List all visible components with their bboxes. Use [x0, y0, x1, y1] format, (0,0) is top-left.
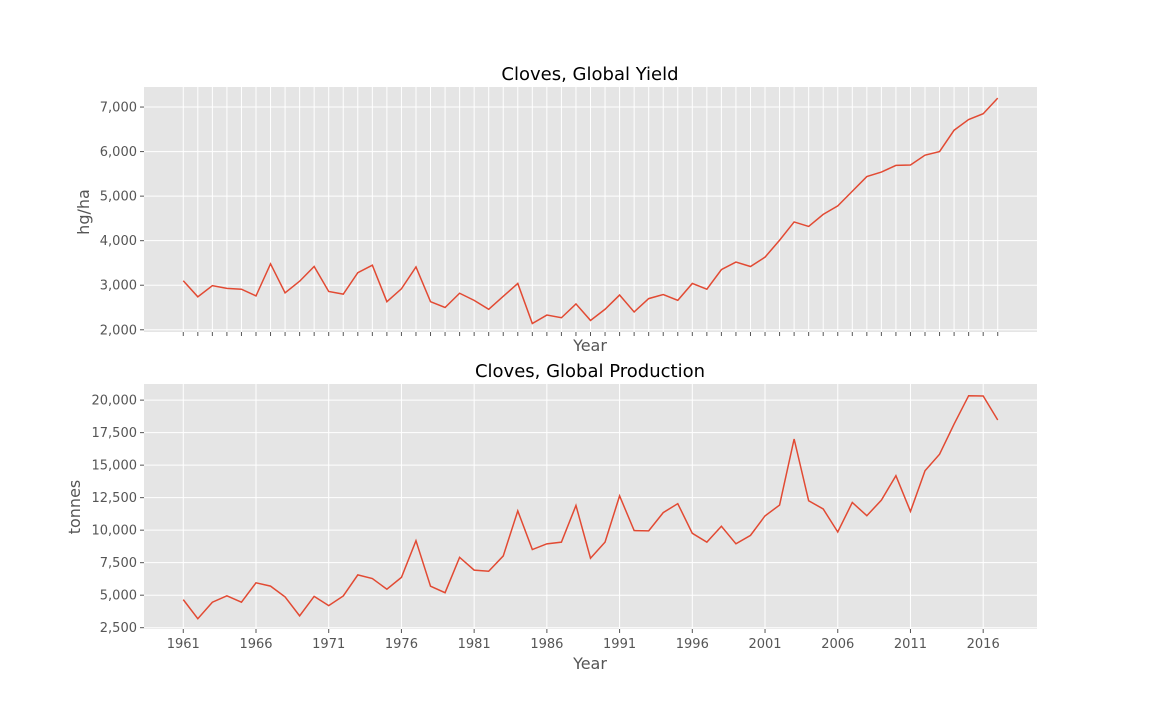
production-x-tick-label: 1971	[312, 637, 345, 652]
production-y-tick-label: 7,500	[100, 556, 137, 571]
production-chart: Cloves, Global Production 2,500 5,000 7,50…	[65, 361, 1037, 673]
production-y-tick-label: 12,500	[92, 491, 138, 506]
production-x-axis-label: Year	[572, 654, 607, 673]
production-y-tick-label: 2,500	[100, 621, 137, 636]
production-y-tick-label: 10,000	[92, 524, 138, 539]
production-x-tick-label: 1996	[676, 637, 709, 652]
yield-y-tick-label: 3,000	[100, 279, 137, 294]
production-x-ticks: 1961 1966 1971 1976 1981 1986 1991 1996 2001 2006…	[167, 629, 1000, 652]
production-y-tick-label: 20,000	[92, 394, 138, 409]
production-series-line	[182, 394, 999, 620]
production-x-tick-label: 2006	[821, 637, 854, 652]
production-x-tick-label: 1986	[530, 637, 563, 652]
production-x-tick-label: 2001	[748, 637, 781, 652]
production-plot-area	[144, 384, 1037, 629]
yield-chart: Cloves, Global Yield 2,000 3,000 4,000 5,00…	[74, 64, 1037, 355]
yield-y-tick-label: 5,000	[100, 190, 137, 205]
yield-x-axis-label: Year	[572, 336, 607, 355]
production-y-ticks: 2,500 5,000 7,500 10,000 12,500 15,000 17,500 2…	[92, 394, 144, 636]
production-x-tick-label: 1961	[167, 637, 200, 652]
yield-y-tick-label: 7,000	[100, 101, 137, 116]
production-chart-title: Cloves, Global Production	[475, 361, 705, 382]
production-x-tick-label: 1991	[603, 637, 636, 652]
yield-y-tick-label: 6,000	[100, 145, 137, 160]
yield-x-ticks	[182, 332, 999, 336]
production-x-tick-label: 1966	[239, 637, 272, 652]
production-x-tick-label: 2011	[894, 637, 927, 652]
production-y-axis-label: tonnes	[65, 480, 84, 535]
yield-y-tick-label: 2,000	[100, 323, 137, 338]
production-y-tick-label: 5,000	[100, 589, 137, 604]
production-x-tick-label: 1981	[458, 637, 491, 652]
yield-y-ticks: 2,000 3,000 4,000 5,000 6,000 7,000	[100, 101, 144, 338]
production-x-tick-label: 2016	[967, 637, 1000, 652]
yield-y-tick-label: 4,000	[100, 234, 137, 249]
production-y-tick-label: 17,500	[92, 426, 138, 441]
production-x-tick-label: 1976	[385, 637, 418, 652]
yield-y-axis-label: hg/ha	[74, 189, 93, 235]
production-y-tick-label: 15,000	[92, 459, 138, 474]
yield-chart-title: Cloves, Global Yield	[501, 64, 678, 85]
yield-gridlines	[144, 87, 1037, 332]
production-gridlines	[144, 384, 1037, 629]
yield-series-line	[182, 97, 999, 325]
